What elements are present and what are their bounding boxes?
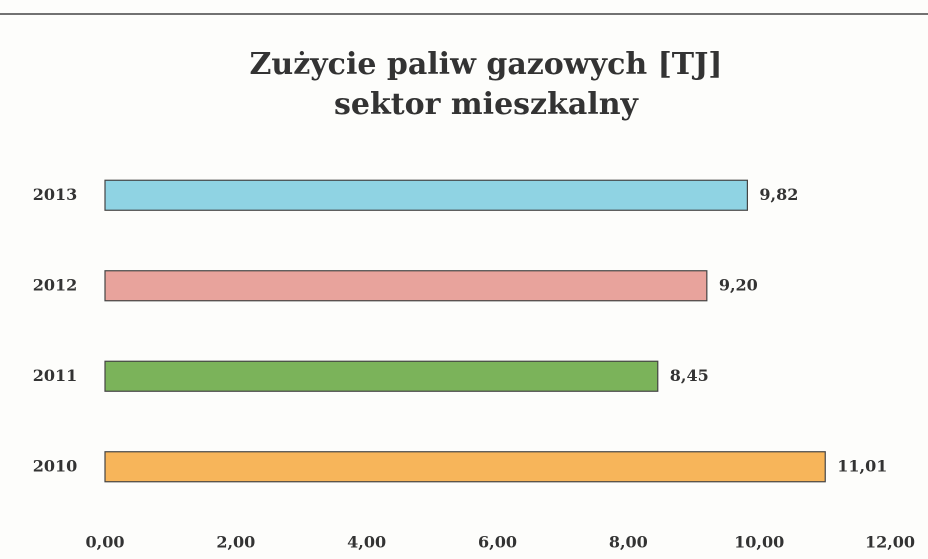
bar — [104, 179, 748, 211]
x-tick-label: 6,00 — [478, 533, 517, 552]
value-label: 9,82 — [759, 185, 798, 204]
bar — [104, 451, 826, 483]
bar — [104, 270, 708, 302]
x-tick-label: 8,00 — [609, 533, 648, 552]
x-tick-label: 0,00 — [86, 533, 125, 552]
y-tick-label: 2013 — [33, 185, 78, 204]
bar — [104, 360, 659, 392]
x-tick-label: 4,00 — [347, 533, 386, 552]
chart-subtitle: sektor mieszkalny — [334, 87, 639, 122]
value-label: 8,45 — [670, 366, 709, 385]
x-tick-label: 12,00 — [865, 533, 915, 552]
y-tick-label: 2010 — [33, 456, 78, 475]
value-label: 9,20 — [719, 275, 758, 294]
value-label: 11,01 — [837, 456, 887, 475]
y-tick-label: 2011 — [33, 366, 78, 385]
y-tick-label: 2012 — [33, 275, 78, 294]
chart-title: Zużycie paliw gazowych [TJ] — [250, 47, 723, 82]
x-tick-label: 2,00 — [216, 533, 255, 552]
x-tick-label: 10,00 — [734, 533, 784, 552]
